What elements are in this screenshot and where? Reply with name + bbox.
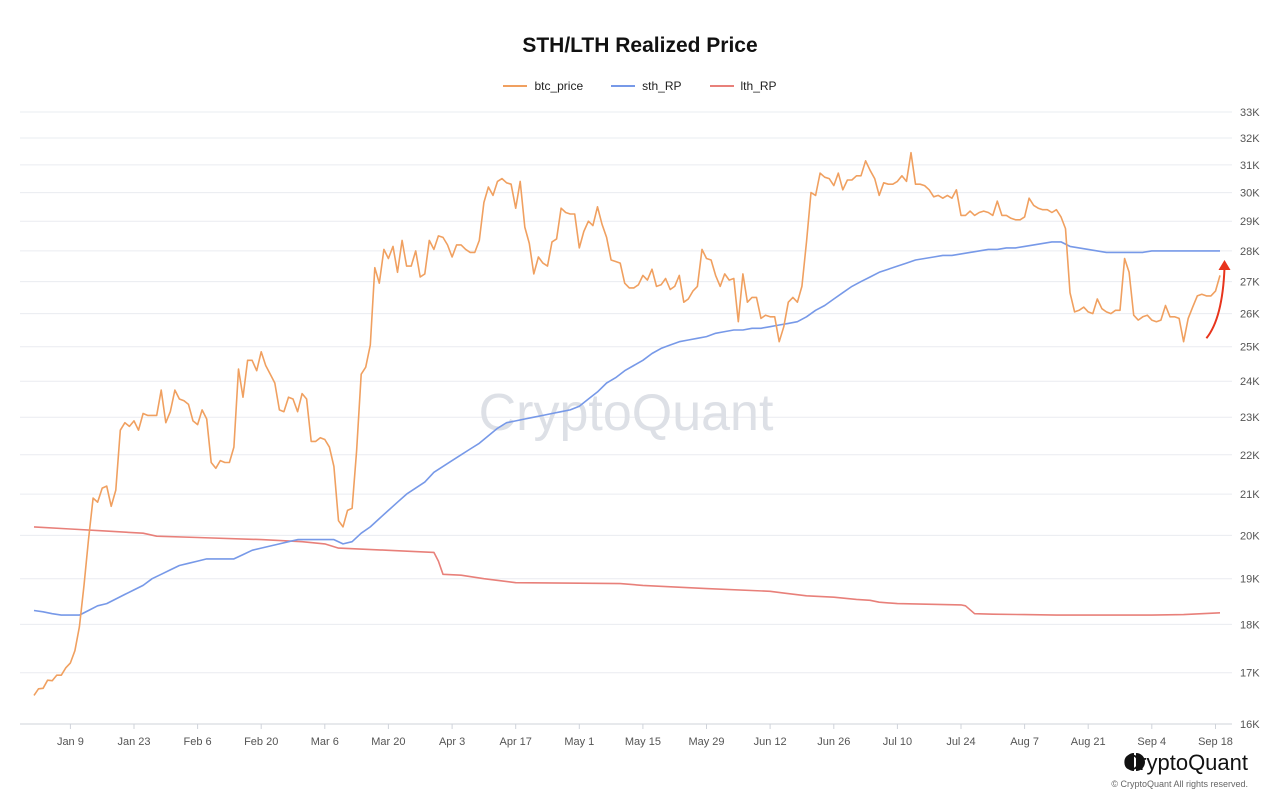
series-line-lth-rp xyxy=(33,526,1221,616)
chart-legend: btc_price sth_RP lth_RP xyxy=(0,79,1280,93)
y-tick-label: 29K xyxy=(1240,216,1260,228)
series-line-btc-price xyxy=(33,151,1221,696)
y-tick-label: 24K xyxy=(1240,376,1260,388)
legend-label-lth-rp: lth_RP xyxy=(740,79,777,93)
x-tick-label: Apr 17 xyxy=(499,736,531,748)
legend-swatch-lth-rp xyxy=(709,85,734,87)
x-tick-label: Mar 20 xyxy=(371,736,405,748)
legend-swatch-btc-price xyxy=(503,85,528,87)
y-tick-label: 20K xyxy=(1240,530,1260,542)
y-tick-label: 32K xyxy=(1240,133,1260,145)
cryptoquant-logo-icon xyxy=(1125,753,1146,771)
x-tick-label: Jun 12 xyxy=(754,736,787,748)
x-tick-label: Jan 23 xyxy=(117,736,150,748)
x-tick-label: Jul 10 xyxy=(883,736,912,748)
y-tick-label: 19K xyxy=(1240,574,1260,586)
x-tick-label: May 1 xyxy=(564,736,594,748)
grid-lines xyxy=(20,111,1232,725)
annotation-arrow-shaft xyxy=(1205,267,1226,339)
legend-item-sth-rp[interactable]: sth_RP xyxy=(611,79,682,93)
legend-label-sth-rp: sth_RP xyxy=(642,79,682,93)
legend-item-btc-price[interactable]: btc_price xyxy=(503,79,583,93)
copyright-text: © CryptoQuant All rights reserved. xyxy=(1111,779,1248,789)
annotation-arrow-head xyxy=(1218,260,1231,270)
brand-logo: CryptoQuant xyxy=(1123,750,1248,776)
series-layer xyxy=(33,151,1221,696)
y-tick-label: 30K xyxy=(1240,188,1260,200)
x-tick-label: Jul 24 xyxy=(946,736,975,748)
y-tick-label: 23K xyxy=(1240,412,1260,424)
x-tick-label: Jan 9 xyxy=(57,736,84,748)
x-tick-label: Mar 6 xyxy=(311,736,339,748)
y-tick-label: 16K xyxy=(1240,719,1260,731)
x-tick-label: May 29 xyxy=(688,736,724,748)
x-tick-label: Aug 21 xyxy=(1071,736,1106,748)
x-tick-label: Sep 18 xyxy=(1198,736,1233,748)
y-tick-label: 28K xyxy=(1240,246,1260,258)
y-tick-label: 22K xyxy=(1240,450,1260,462)
y-tick-label: 17K xyxy=(1240,668,1260,680)
annotation-layer xyxy=(1205,260,1231,339)
series-line-sth-rp xyxy=(33,241,1220,616)
x-axis: Jan 9 Jan 23 Feb 6 Feb 20 Mar 6 Mar 20 Apr 3 Ap… xyxy=(57,724,1233,748)
y-tick-label: 21K xyxy=(1240,489,1260,501)
chart-title: STH/LTH Realized Price xyxy=(522,34,758,57)
legend-label-btc-price: btc_price xyxy=(534,79,584,93)
y-tick-label: 26K xyxy=(1240,309,1260,321)
x-tick-label: May 15 xyxy=(625,736,661,748)
x-tick-label: Feb 20 xyxy=(244,736,278,748)
watermark: CryptoQuant xyxy=(479,384,774,442)
legend-swatch-sth-rp xyxy=(611,85,636,87)
x-tick-label: Sep 4 xyxy=(1137,736,1166,748)
x-tick-label: Jun 26 xyxy=(817,736,850,748)
y-tick-label: 18K xyxy=(1240,619,1260,631)
x-tick-label: Aug 7 xyxy=(1010,736,1039,748)
legend-item-lth-rp[interactable]: lth_RP xyxy=(709,79,777,93)
y-axis: 16K 17K 18K 19K 20K 21K 22K 23K 24K 25K 26K 27K 28K 2… xyxy=(1240,107,1260,731)
y-tick-label: 27K xyxy=(1240,277,1260,289)
x-tick-label: Feb 6 xyxy=(184,736,212,748)
y-tick-label: 25K xyxy=(1240,342,1260,354)
y-tick-label: 33K xyxy=(1240,107,1260,119)
x-tick-label: Apr 3 xyxy=(439,736,465,748)
y-tick-label: 31K xyxy=(1240,160,1260,172)
